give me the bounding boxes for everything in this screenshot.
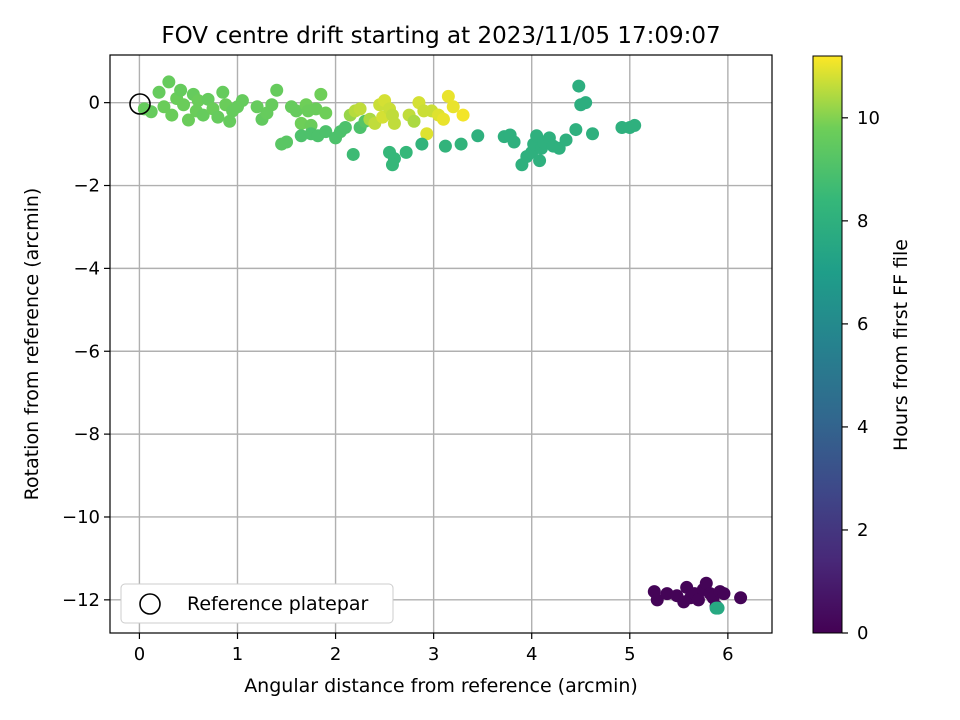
colorbar-tick-label: 6 [857, 314, 868, 335]
x-axis-ticks: 0 1 2 3 4 5 6 [134, 633, 734, 665]
data-point [250, 100, 264, 114]
data-point [289, 104, 303, 118]
data-point [579, 96, 593, 110]
scatter-points [137, 75, 748, 615]
y-tick-label: −8 [73, 424, 100, 445]
data-point [385, 158, 399, 172]
data-point [157, 100, 171, 114]
data-point [691, 593, 705, 607]
chart-title: FOV centre drift starting at 2023/11/05 … [161, 23, 720, 49]
data-point [711, 601, 725, 615]
x-axis-label: Angular distance from reference (arcmin) [244, 675, 638, 697]
data-point [717, 587, 731, 601]
data-point [165, 108, 179, 122]
y-axis-ticks: 0 −2 −4 −6 −8 −10 −12 [62, 93, 110, 611]
data-point [441, 89, 455, 103]
data-point [338, 121, 352, 135]
data-point [399, 145, 413, 159]
data-point [436, 112, 450, 126]
data-point [280, 135, 294, 149]
data-point [152, 85, 166, 99]
data-point [507, 135, 521, 149]
data-point [586, 127, 600, 141]
x-tick-label: 6 [722, 644, 733, 665]
data-point [211, 110, 225, 124]
legend: Reference platepar [120, 583, 394, 624]
legend-label: Reference platepar [187, 593, 369, 615]
y-tick-label: −12 [62, 590, 100, 611]
data-point [415, 137, 429, 151]
data-point [699, 576, 713, 590]
y-tick-label: −2 [73, 176, 100, 197]
data-point [569, 123, 583, 137]
data-point [572, 79, 586, 93]
data-point [216, 85, 230, 99]
data-point [407, 114, 421, 128]
data-point [265, 98, 279, 112]
colorbar [812, 55, 843, 634]
data-point [191, 94, 205, 108]
data-point [294, 129, 308, 143]
y-tick-label: −10 [62, 507, 100, 528]
plot-frame [109, 54, 773, 634]
data-point [319, 125, 333, 139]
data-point [353, 102, 367, 116]
data-point [438, 139, 452, 153]
data-point [162, 75, 176, 89]
data-point [650, 593, 664, 607]
data-point [196, 108, 210, 122]
data-point [734, 591, 748, 605]
x-tick-label: 1 [232, 644, 243, 665]
x-tick-label: 4 [526, 644, 537, 665]
x-tick-label: 3 [428, 644, 439, 665]
colorbar-tick-label: 4 [857, 417, 868, 438]
data-point [309, 102, 323, 116]
legend-box [120, 583, 394, 624]
data-point [235, 94, 249, 108]
data-point [387, 116, 401, 130]
data-point [454, 137, 468, 151]
colorbar-label: Hours from first FF file [890, 239, 912, 451]
legend-marker [139, 593, 161, 615]
x-tick-label: 5 [624, 644, 635, 665]
data-point [174, 83, 188, 97]
data-point [420, 127, 434, 141]
colorbar-tick-label: 2 [857, 520, 868, 541]
data-point [533, 154, 547, 168]
colorbar-tick-label: 8 [857, 211, 868, 232]
data-point [628, 118, 642, 132]
data-point [446, 100, 460, 114]
data-point [559, 133, 573, 147]
colorbar-tick-label: 10 [857, 108, 880, 129]
data-point [181, 113, 195, 127]
data-point [270, 83, 284, 97]
colorbar-tick-label: 0 [857, 623, 868, 644]
y-tick-label: −6 [73, 341, 100, 362]
data-point [346, 147, 360, 161]
data-point [456, 108, 470, 122]
y-tick-label: −4 [73, 258, 100, 279]
data-point [471, 129, 485, 143]
data-point [314, 87, 328, 101]
data-point [144, 105, 158, 119]
y-tick-label: 0 [89, 93, 100, 114]
y-axis-label: Rotation from reference (arcmin) [21, 188, 43, 501]
reference-platepar-marker [129, 93, 151, 115]
data-point [177, 98, 191, 112]
data-point [319, 106, 333, 120]
data-point [660, 587, 674, 601]
colorbar-ticks: 0 2 4 6 8 10 [842, 108, 880, 644]
x-tick-label: 2 [330, 644, 341, 665]
data-point [294, 116, 308, 130]
x-tick-label: 0 [134, 644, 145, 665]
data-point [223, 114, 237, 128]
